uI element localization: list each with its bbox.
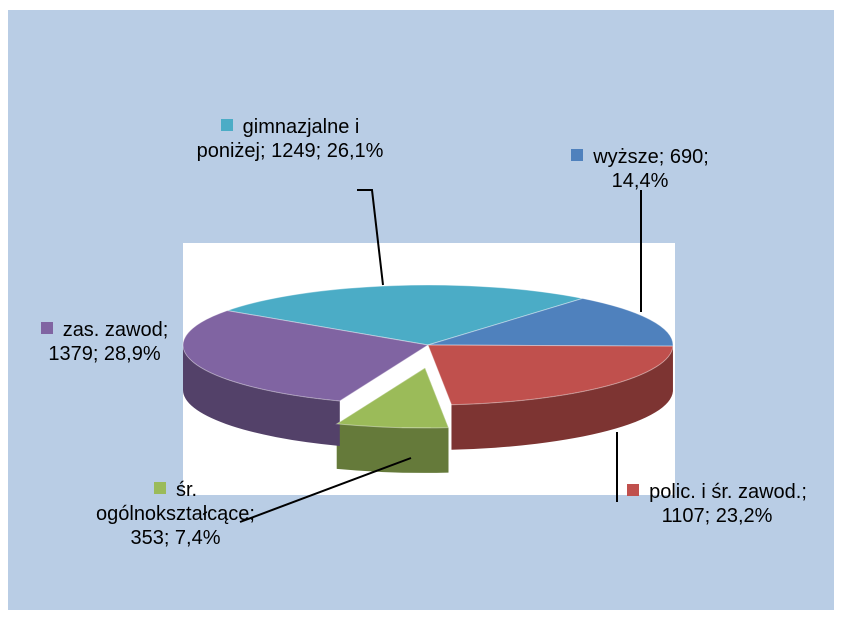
slice — [225, 284, 583, 346]
slice-side — [183, 345, 340, 446]
legend-marker — [220, 119, 233, 131]
data-label: zas. zawod; 1379; 28,9% — [22, 318, 187, 366]
slice — [182, 310, 430, 402]
leader-lines — [239, 189, 642, 523]
slice-side — [451, 346, 673, 450]
data-label: śr. ogólnokształcące; 353; 7,4% — [88, 478, 263, 550]
data-label-text: śr. ogólnokształcące; 353; 7,4% — [96, 479, 255, 549]
pie — [182, 284, 674, 473]
leader-line — [239, 457, 412, 523]
data-label-text: gimnazjalne i poniżej; 1249; 26,1% — [196, 116, 384, 162]
legend-marker — [571, 149, 584, 161]
legend-marker — [40, 322, 53, 334]
data-label: gimnazjalne i poniżej; 1249; 26,1% — [190, 115, 390, 163]
legend-marker — [153, 482, 166, 494]
slice-side — [336, 423, 449, 473]
slice — [335, 367, 450, 429]
data-label: polic. i śr. zawod.; 1107; 23,2% — [622, 480, 812, 528]
slice — [427, 297, 674, 347]
slice — [427, 344, 674, 406]
data-label-text: polic. i śr. zawod.; 1107; 23,2% — [649, 481, 807, 527]
data-label: wyższe; 690; 14,4% — [555, 145, 725, 193]
data-label-text: zas. zawod; 1379; 28,9% — [48, 319, 169, 365]
data-label-text: wyższe; 690; 14,4% — [593, 146, 709, 192]
leader-line — [357, 189, 384, 286]
legend-marker — [627, 484, 640, 496]
